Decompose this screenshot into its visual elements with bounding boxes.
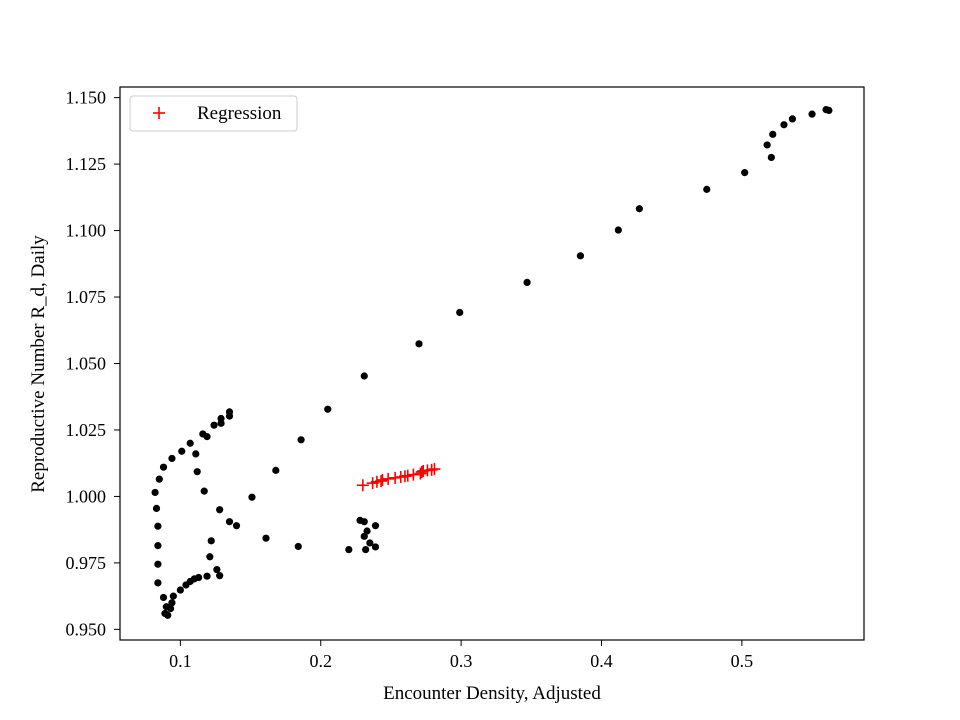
observed-point: [741, 169, 749, 177]
observed-point: [248, 493, 256, 501]
observed-point: [362, 546, 370, 554]
observed-point: [788, 115, 797, 123]
y-tick-label: 0.950: [66, 619, 107, 639]
legend-box: [129, 95, 298, 132]
regression-point: [356, 479, 369, 492]
observed-point: [635, 205, 643, 213]
observed-point: [182, 581, 190, 589]
observed-point: [203, 572, 211, 580]
regression-point: [414, 467, 427, 480]
x-tick-label: 0.1: [169, 651, 192, 671]
regression-point: [382, 472, 395, 485]
x-tick-label: 0.4: [590, 651, 613, 671]
observed-point: [216, 572, 224, 580]
y-tick-label: 1.075: [66, 287, 107, 307]
regression-point: [376, 473, 389, 486]
observed-point: [154, 522, 162, 530]
legend: Regression: [129, 95, 298, 132]
regression-point: [375, 475, 388, 488]
observed-point: [232, 522, 241, 530]
observed-point: [199, 430, 207, 438]
observed-point: [366, 539, 374, 547]
observed-point: [206, 553, 214, 561]
observed-point: [614, 226, 622, 234]
y-axis-ticks: 0.950 0.975 1.000 1.025 1.050 1.075 1.100 1.125…: [66, 88, 120, 639]
observed-point: [345, 546, 353, 554]
regression-point: [407, 468, 420, 481]
observed-point: [151, 488, 159, 497]
observed-point: [360, 532, 368, 540]
observed-point: [272, 466, 280, 474]
observed-point: [371, 522, 380, 530]
observed-point: [769, 130, 777, 138]
observed-point: [200, 487, 208, 495]
legend-regression-label: Regression: [197, 103, 282, 124]
observed-point: [808, 110, 816, 118]
observed-point: [763, 141, 771, 149]
observed-point: [169, 592, 177, 600]
observed-point: [216, 506, 224, 514]
y-tick-label: 1.025: [66, 420, 107, 440]
y-tick-label: 1.050: [66, 354, 107, 374]
x-tick-label: 0.5: [731, 651, 754, 671]
observed-point: [154, 542, 162, 550]
observed-point: [360, 372, 368, 380]
observed-point: [176, 586, 184, 594]
y-tick-label: 1.125: [66, 154, 107, 174]
observed-point: [297, 436, 305, 444]
y-axis-label: Reproductive Number R_d, Daily: [28, 235, 49, 493]
observed-point: [415, 340, 423, 348]
observed-point: [324, 405, 332, 413]
observed-point: [193, 468, 201, 476]
observed-point: [356, 516, 364, 524]
x-tick-label: 0.3: [450, 651, 473, 671]
observed-point: [225, 518, 234, 526]
observed-point: [523, 278, 531, 287]
observed-point: [178, 447, 186, 455]
y-tick-label: 0.975: [66, 553, 107, 573]
x-axis-label: Encounter Density, Adjusted: [383, 683, 601, 704]
observed-point: [225, 412, 234, 420]
observed-point: [166, 605, 175, 613]
observed-point: [703, 185, 711, 193]
observed-point: [168, 454, 176, 463]
observed-point: [767, 153, 775, 162]
observed-point: [168, 599, 176, 607]
observed-point: [207, 537, 215, 545]
observed-point: [780, 121, 788, 129]
observed-point: [154, 560, 162, 568]
observed-point: [456, 308, 464, 317]
observed-point: [371, 543, 380, 551]
y-tick-label: 1.000: [66, 486, 107, 506]
observed-point: [164, 611, 172, 619]
y-tick-label: 1.150: [66, 88, 107, 108]
observed-point: [294, 542, 302, 551]
observed-point: [192, 450, 200, 458]
x-tick-label: 0.2: [309, 651, 332, 671]
observed-point: [822, 105, 830, 114]
x-axis-ticks: 0.1 0.2 0.3 0.4 0.5: [169, 640, 753, 671]
regression-point: [428, 463, 441, 476]
observed-point: [186, 439, 194, 447]
y-tick-label: 1.100: [66, 221, 107, 241]
observed-point: [217, 419, 225, 427]
data-marks: [151, 105, 833, 619]
observed-point: [155, 475, 163, 483]
observed-point: [363, 527, 371, 535]
observed-point: [152, 504, 161, 512]
observed-point: [262, 534, 270, 542]
regression-point: [401, 469, 414, 482]
regression-point: [415, 465, 428, 478]
observed-point: [576, 252, 585, 260]
observed-point: [159, 463, 168, 471]
observed-point: [210, 421, 218, 429]
legend-regression-marker: [153, 107, 165, 119]
observed-point: [159, 593, 168, 602]
observed-point: [154, 579, 162, 587]
observed-point: [213, 565, 221, 574]
